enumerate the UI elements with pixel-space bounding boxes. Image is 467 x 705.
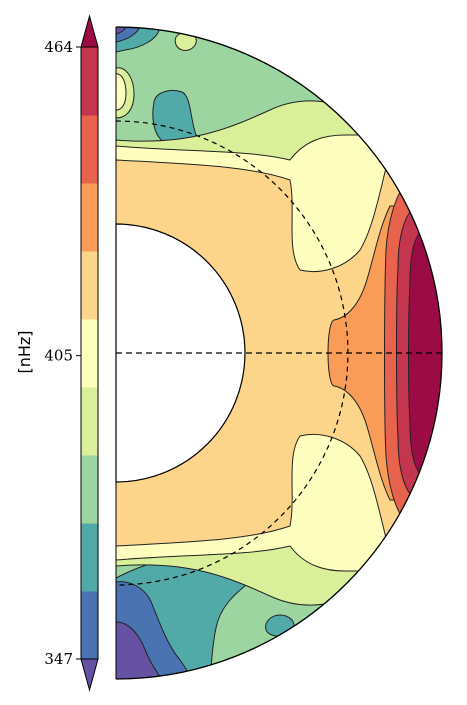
contour-plot: [115, 26, 443, 680]
surface-boundary: [115, 26, 443, 680]
colorbar-tick-label: 347: [44, 650, 73, 668]
colorbar: 464 405 347 [nHz]: [15, 14, 99, 692]
colorbar-extend-min-triangle: [80, 658, 99, 692]
colorbar-extend-max-triangle: [80, 14, 99, 48]
colorbar-level-6: [81, 183, 98, 252]
colorbar-level-5: [81, 251, 98, 320]
colorbar-tick-label: 405: [44, 347, 73, 365]
colorbar-level-2: [81, 455, 98, 524]
colorbar-tick-label: 464: [44, 38, 73, 56]
contour-region-south-small-teal: [265, 614, 295, 637]
colorbar-outline: [80, 46, 99, 660]
colorbar-level-8: [81, 47, 98, 116]
colorbar-level-1: [81, 523, 98, 592]
colorbar-ticks: 464 405 347: [44, 38, 81, 668]
colorbar-level-4: [81, 319, 98, 388]
colorbar-unit-label: [nHz]: [15, 330, 34, 373]
contour-region-north-left-pale: [116, 73, 127, 111]
contour-region-north-small-yellow: [174, 32, 197, 51]
colorbar-level-7: [81, 115, 98, 184]
colorbar-level-3: [81, 387, 98, 456]
colorbar-level-0: [81, 591, 98, 660]
contour-band-over-464: [408, 231, 442, 475]
colorbar-level-blocks: [81, 47, 98, 660]
